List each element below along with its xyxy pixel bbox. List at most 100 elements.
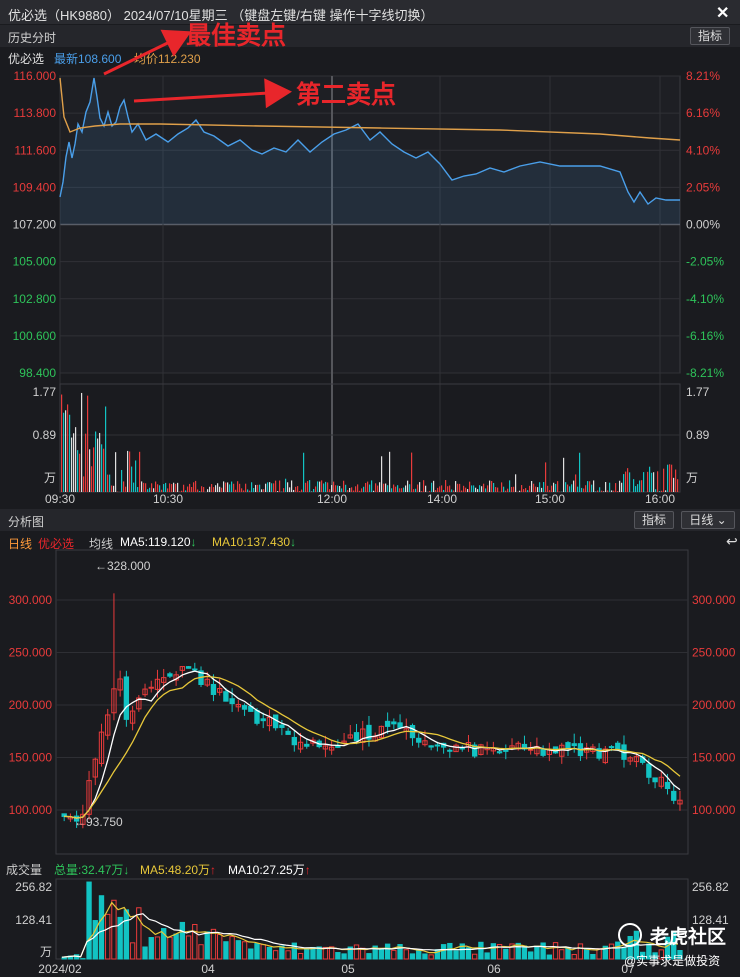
- volume-bar: [257, 484, 259, 492]
- ma10-line: [64, 675, 681, 819]
- volume-bar: [115, 452, 117, 492]
- volume-tick-left: 万: [40, 945, 52, 959]
- history-indicator-button[interactable]: 指标: [690, 27, 730, 45]
- candle-body: [61, 813, 67, 817]
- volume-bar: [283, 488, 285, 492]
- legend-stock-name: 优必选: [38, 537, 75, 551]
- volume-bar: [87, 395, 89, 492]
- volume-bar: [359, 490, 361, 492]
- volume-bar: [189, 483, 191, 492]
- volume-bar: [467, 489, 469, 492]
- kline-tick-left: 200.000: [9, 698, 53, 712]
- back-icon[interactable]: ↩: [726, 533, 738, 549]
- volume-bar: [155, 481, 157, 492]
- volume-tick-left: 128.41: [15, 913, 52, 927]
- volume-bar: [652, 952, 658, 960]
- kline-tick-left: 300.000: [9, 593, 53, 607]
- volume-bar: [579, 452, 581, 492]
- price-tick-label: 111.600: [14, 143, 56, 157]
- close-icon[interactable]: ✕: [716, 5, 730, 22]
- price-tick-label: 102.800: [13, 292, 57, 306]
- volume-bar: [335, 485, 337, 492]
- volume-ma5-value: MA5:48.20万: [140, 863, 211, 877]
- volume-bar: [629, 472, 631, 492]
- volume-bar: [533, 483, 535, 492]
- volume-bar: [291, 480, 293, 492]
- volume-bar: [275, 480, 277, 492]
- watermark-brand: 老虎社区: [650, 927, 727, 948]
- volume-bar: [277, 491, 279, 492]
- candle-body: [503, 749, 509, 752]
- candle-body: [596, 748, 602, 759]
- volume-bar: [309, 480, 311, 492]
- volume-bar: [531, 480, 533, 492]
- volume-bar: [451, 489, 453, 492]
- volume-bar: [273, 483, 275, 492]
- volume-bar: [409, 953, 416, 960]
- volume-tick-right: 128.41: [692, 913, 729, 927]
- price-area: [60, 78, 680, 225]
- volume-bar: [659, 491, 661, 492]
- time-tick-label: 12:00: [317, 492, 347, 506]
- volume-bar: [111, 485, 113, 492]
- volume-bar: [663, 468, 665, 492]
- best-sell-arrow: [103, 29, 192, 76]
- volume-bar: [177, 482, 179, 492]
- pct-tick-label: 2.05%: [686, 180, 720, 194]
- volume-bar: [229, 936, 235, 960]
- volume-bar: [223, 481, 225, 492]
- candle-body: [397, 722, 403, 728]
- volume-bar: [167, 488, 169, 492]
- volume-bar: [605, 481, 607, 492]
- volume-bar: [163, 484, 165, 492]
- volume-bar: [621, 482, 623, 492]
- volume-bar: [259, 484, 261, 492]
- volume-bar: [453, 950, 459, 960]
- volume-bar: [496, 944, 503, 960]
- volume-bar: [365, 482, 367, 492]
- volume-bar: [447, 942, 453, 960]
- volume-bar: [371, 480, 373, 492]
- volume-bar: [541, 487, 543, 492]
- volume-bar: [478, 941, 484, 960]
- volume-bar: [331, 485, 333, 492]
- candle-body: [341, 740, 347, 744]
- volume-bar: [489, 480, 491, 492]
- volume-bar: [303, 452, 305, 492]
- volume-bar: [89, 449, 91, 492]
- volume-bar: [609, 482, 611, 492]
- candle-body: [129, 710, 136, 724]
- candle-body: [328, 746, 335, 751]
- volume-bar: [241, 941, 248, 960]
- volume-tick-right: 1.77: [686, 385, 710, 399]
- volume-bar: [215, 485, 217, 492]
- volume-bar: [625, 471, 627, 492]
- volume-bar: [109, 474, 111, 492]
- volume-bar: [210, 928, 217, 960]
- volume-bar: [263, 489, 265, 492]
- volume-bar: [637, 484, 639, 492]
- volume-bar: [151, 483, 153, 492]
- volume-bar: [449, 485, 451, 492]
- volume-bar: [602, 945, 608, 960]
- volume-bar: [367, 481, 369, 492]
- volume-bar: [569, 486, 571, 492]
- period-select[interactable]: 日线 ⌄: [681, 511, 735, 529]
- volume-bar: [619, 480, 621, 492]
- low-price-label: ←93.750: [74, 815, 123, 829]
- candle-body: [565, 742, 571, 750]
- volume-bar: [203, 487, 205, 492]
- volume-bar: [391, 488, 393, 492]
- volume-bar: [543, 482, 545, 492]
- analysis-indicator-button[interactable]: 指标: [634, 511, 674, 529]
- volume-bar: [495, 487, 497, 492]
- volume-total: 总量:32.47万↓: [54, 861, 129, 878]
- volume-bar: [343, 480, 345, 492]
- volume-bar: [113, 485, 115, 492]
- volume-tick-left: 0.89: [33, 428, 57, 442]
- volume-bar: [677, 479, 679, 492]
- candle-body: [154, 678, 161, 690]
- high-price-label: ←328.000: [95, 559, 151, 573]
- kline-plot-area: [55, 549, 689, 855]
- volume-bar: [529, 485, 531, 492]
